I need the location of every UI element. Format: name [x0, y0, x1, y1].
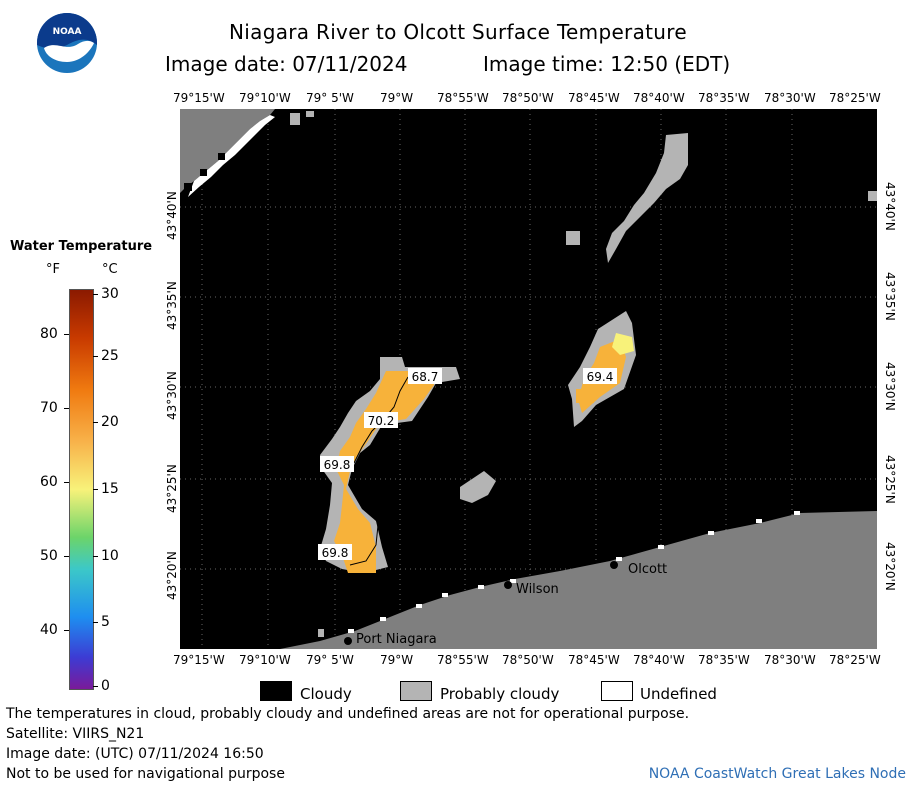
lon-tick-bottom: 78°25'W [829, 653, 881, 667]
footer-satellite: Satellite: VIIRS_N21 [6, 726, 145, 742]
lon-tick-top: 78°55'W [437, 91, 489, 105]
lon-tick-top: 79°W [380, 91, 414, 105]
logo-text: NOAA [53, 27, 82, 37]
lon-tick-bottom: 79°10'W [239, 653, 291, 667]
legend-title: Water Temperature [10, 239, 153, 254]
lon-tick-bottom: 78°40'W [633, 653, 685, 667]
key-swatch-undefined [601, 681, 633, 701]
place-marker-wilson [504, 581, 512, 589]
c-tick: 30 [101, 286, 119, 302]
warm-water-niagara [334, 371, 434, 573]
temp-label-2: 70.2 [368, 414, 395, 428]
lon-tick-bottom: 78°35'W [698, 653, 750, 667]
place-marker-olcott [610, 561, 618, 569]
temp-label-4: 69.8 [322, 546, 349, 560]
f-tick: 70 [40, 400, 58, 416]
lon-tick-top: 79°10'W [239, 91, 291, 105]
temperature-map: 68.7 70.2 69.8 69.8 69.4 Olcott Wilson P… [180, 109, 877, 649]
lat-tick-left: 43°40'N [165, 191, 179, 240]
lat-tick-right: 43°30'N [883, 362, 897, 411]
key-label-probably-cloudy: Probably cloudy [440, 685, 560, 703]
noaa-logo: NOAA [37, 13, 97, 73]
lon-tick-bottom: 78°45'W [568, 653, 620, 667]
page-title: Niagara River to Olcott Surface Temperat… [229, 20, 687, 44]
lon-tick-top: 78°35'W [698, 91, 750, 105]
lat-tick-right: 43°25'N [883, 455, 897, 504]
key-swatch-probably-cloudy [400, 681, 432, 701]
key-swatch-cloudy [260, 681, 292, 701]
lat-tick-left: 43°20'N [165, 551, 179, 600]
land-new-york [280, 511, 877, 649]
lon-tick-bottom: 79° 5'W [306, 653, 354, 667]
footer-nav-warning: Not to be used for navigational purpose [6, 766, 285, 782]
lon-tick-top: 79°15'W [173, 91, 225, 105]
shore-undefined-marks [348, 511, 800, 633]
lon-tick-top: 78°25'W [829, 91, 881, 105]
undefined-strip [188, 115, 275, 197]
c-tick: 25 [101, 348, 119, 364]
f-tick: 60 [40, 474, 58, 490]
f-tick: 50 [40, 548, 58, 564]
lat-tick-right: 43°20'N [883, 542, 897, 591]
lat-tick-left: 43°35'N [165, 281, 179, 330]
lon-tick-top: 78°50'W [502, 91, 554, 105]
key-label-cloudy: Cloudy [300, 685, 352, 703]
lat-tick-right: 43°40'N [883, 182, 897, 231]
c-tick: 20 [101, 414, 119, 430]
lon-tick-top: 78°40'W [633, 91, 685, 105]
color-scale-bar [69, 289, 94, 690]
temp-label-1: 68.7 [412, 370, 439, 384]
lat-tick-left: 43°30'N [165, 371, 179, 420]
lon-tick-top: 78°30'W [764, 91, 816, 105]
c-tick: 15 [101, 481, 119, 497]
place-marker-port-niagara [344, 637, 352, 645]
f-tick: 40 [40, 622, 58, 638]
c-tick: 0 [101, 678, 110, 694]
lon-tick-bottom: 79°15'W [173, 653, 225, 667]
probably-cloudy-ne [606, 133, 688, 263]
footer-utc-date: Image date: (UTC) 07/11/2024 16:50 [6, 746, 264, 762]
unit-celsius: °C [102, 262, 118, 277]
c-tick: 5 [101, 614, 110, 630]
lon-tick-bottom: 78°55'W [437, 653, 489, 667]
cool-water-olcott [612, 333, 634, 355]
image-time: Image time: 12:50 (EDT) [483, 52, 731, 76]
c-tick: 10 [101, 548, 119, 564]
footer-note: The temperatures in cloud, probably clou… [6, 706, 690, 722]
place-label-wilson: Wilson [516, 582, 559, 597]
lon-tick-top: 78°45'W [568, 91, 620, 105]
unit-fahrenheit: °F [46, 262, 60, 277]
f-tick: 80 [40, 326, 58, 342]
lat-tick-right: 43°35'N [883, 272, 897, 321]
probably-cloudy-mid [460, 471, 496, 503]
footer-credit: NOAA CoastWatch Great Lakes Node [648, 766, 906, 782]
lon-tick-top: 79° 5'W [306, 91, 354, 105]
lat-tick-left: 43°25'N [165, 464, 179, 513]
place-label-port-niagara: Port Niagara [356, 632, 437, 647]
lon-tick-bottom: 78°50'W [502, 653, 554, 667]
place-label-olcott: Olcott [628, 562, 667, 577]
lon-tick-bottom: 78°30'W [764, 653, 816, 667]
temp-label-3: 69.8 [324, 458, 351, 472]
image-date: Image date: 07/11/2024 [165, 52, 408, 76]
temp-label-5: 69.4 [587, 370, 614, 384]
graticule [180, 109, 877, 649]
lon-tick-bottom: 79°W [380, 653, 414, 667]
key-label-undefined: Undefined [640, 685, 717, 703]
